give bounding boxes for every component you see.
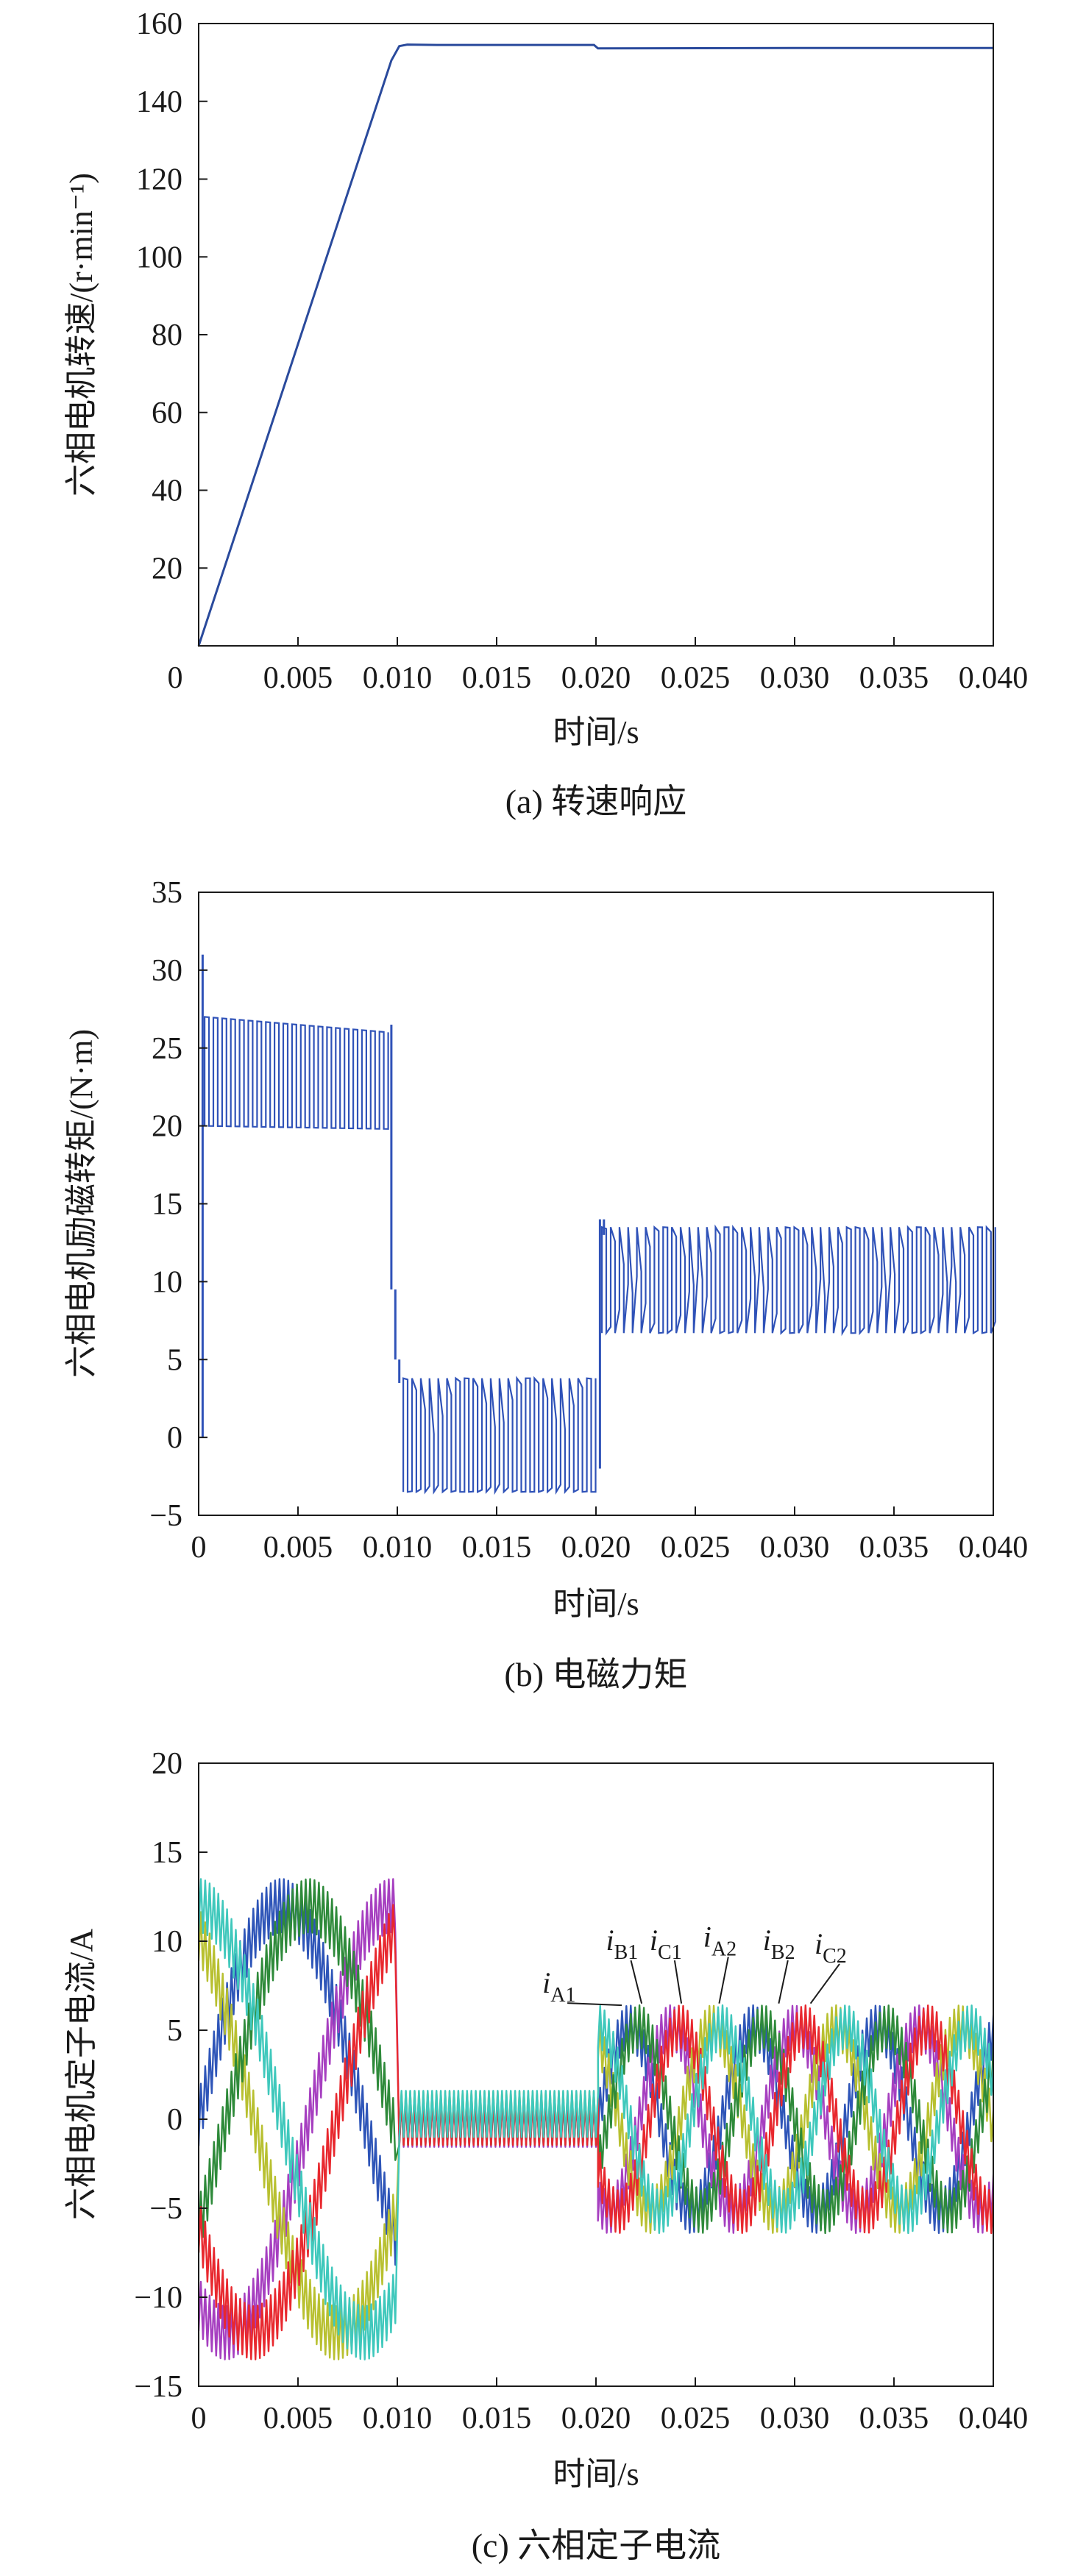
torque-y-tick-label: 25 bbox=[152, 1032, 182, 1066]
speed-y-tick-label: 120 bbox=[136, 163, 182, 197]
torque-series-band bbox=[402, 1376, 597, 1495]
current-x-tick-label: 0.005 bbox=[263, 2402, 333, 2436]
phase-label-leader bbox=[778, 1960, 789, 2004]
torque-y-tick-label: −5 bbox=[149, 1499, 182, 1533]
phase-label-B2: iB2 bbox=[763, 1924, 795, 1964]
torque-series-band bbox=[601, 1224, 996, 1337]
speed-y-tick-label: 60 bbox=[152, 396, 182, 430]
current-tick-marks bbox=[199, 1851, 895, 2386]
torque-y-axis-title: 六相电机励磁转矩/(N·m) bbox=[63, 1029, 99, 1378]
torque-x-tick-label: 0.030 bbox=[760, 1531, 830, 1565]
current-y-tick-label: 20 bbox=[152, 1747, 182, 1781]
speed-x-tick-label: 0.035 bbox=[859, 661, 929, 695]
torque-x-tick-label: 0 bbox=[191, 1531, 207, 1565]
torque-tick-marks bbox=[199, 969, 895, 1515]
speed-plot-frame bbox=[198, 23, 994, 647]
current-x-tick-label: 0.010 bbox=[363, 2402, 433, 2436]
current-y-axis-title: 六相电机定子电流/A bbox=[63, 1929, 99, 2220]
phase-label-leader bbox=[673, 1960, 683, 2004]
current-x-tick-label: 0.035 bbox=[859, 2402, 929, 2436]
phase-label-leader bbox=[630, 1960, 643, 2004]
speed-y-tick-label: 160 bbox=[136, 7, 182, 41]
phase-label-C1: iC1 bbox=[650, 1924, 682, 1964]
current-x-tick-labels: 0 0.005 0.010 0.015 0.020 0.025 0.030 0.035 0.04… bbox=[191, 2402, 1029, 2436]
speed-x-tick-label: 0.030 bbox=[760, 661, 830, 695]
torque-y-tick-label: 5 bbox=[167, 1343, 182, 1377]
speed-plot-area bbox=[197, 43, 993, 647]
torque-y-tick-label: 10 bbox=[152, 1265, 182, 1299]
torque-y-tick-label: 35 bbox=[152, 876, 182, 910]
torque-series-band bbox=[204, 1016, 389, 1130]
torque-x-tick-label: 0.040 bbox=[959, 1531, 1029, 1565]
current-x-axis-title: 时间/s bbox=[553, 2456, 639, 2492]
speed-y-tick-label: 40 bbox=[152, 474, 182, 508]
current-y-tick-label: −10 bbox=[134, 2281, 182, 2315]
current-y-tick-label: 10 bbox=[152, 1925, 182, 1959]
speed-panel: 0.005 0.010 0.015 0.020 0.025 0.030 0.035 0.040… bbox=[63, 7, 1028, 820]
current-x-tick-label: 0.040 bbox=[959, 2402, 1029, 2436]
torque-x-tick-labels: 0 0.005 0.010 0.015 0.020 0.025 0.030 0.035 0.04… bbox=[191, 1531, 1029, 1565]
speed-y-tick-labels: 20 40 60 80 100 120 140 160 bbox=[136, 7, 182, 586]
phase-label-B1: iB1 bbox=[606, 1924, 639, 1964]
speed-y-tick-label: 80 bbox=[152, 319, 182, 352]
current-x-tick-label: 0.015 bbox=[462, 2402, 532, 2436]
speed-x-tick-labels: 0.005 0.010 0.015 0.020 0.025 0.030 0.035 0.040 bbox=[263, 661, 1029, 695]
speed-x-tick-label: 0.025 bbox=[661, 661, 731, 695]
torque-y-tick-label: 20 bbox=[152, 1110, 182, 1144]
torque-y-tick-label: 30 bbox=[152, 954, 182, 988]
speed-x-origin-label: 0 bbox=[168, 661, 183, 695]
current-y-tick-labels: −15 −10 −5 0 5 10 15 20 bbox=[134, 1747, 182, 2404]
torque-plot-area bbox=[201, 954, 996, 1495]
torque-y-tick-labels: −5 0 5 10 15 20 25 30 35 bbox=[149, 876, 182, 1533]
speed-x-tick-label: 0.015 bbox=[462, 661, 532, 695]
speed-y-tick-label: 140 bbox=[136, 85, 182, 119]
current-y-tick-label: −5 bbox=[149, 2192, 182, 2226]
speed-series-line bbox=[197, 43, 993, 647]
torque-caption: (b) 电磁力矩 bbox=[504, 1656, 687, 1693]
torque-y-tick-label: 15 bbox=[152, 1188, 182, 1222]
speed-caption: (a) 转速响应 bbox=[505, 783, 687, 820]
current-caption: (c) 六相定子电流 bbox=[472, 2527, 721, 2564]
current-phase-annotations: iA1 iB1 iC1 iA2 iB2 iC2 bbox=[542, 1920, 847, 2007]
current-plot-area bbox=[199, 1878, 993, 2360]
current-x-tick-label: 0.020 bbox=[561, 2402, 631, 2436]
phase-label-leader bbox=[567, 2002, 622, 2007]
torque-x-tick-label: 0.020 bbox=[561, 1531, 631, 1565]
speed-y-tick-label: 100 bbox=[136, 241, 182, 274]
current-y-tick-label: 15 bbox=[152, 1836, 182, 1870]
phase-label-C2: iC2 bbox=[814, 1927, 847, 1968]
torque-x-tick-label: 0.015 bbox=[462, 1531, 532, 1565]
torque-x-tick-label: 0.005 bbox=[263, 1531, 333, 1565]
current-y-tick-label: −15 bbox=[134, 2370, 182, 2404]
current-series-group bbox=[199, 1878, 993, 2360]
speed-tick-marks bbox=[199, 100, 895, 646]
current-series-iC2 bbox=[199, 1878, 993, 2360]
speed-y-tick-label: 20 bbox=[152, 552, 182, 586]
speed-x-tick-label: 0.040 bbox=[959, 661, 1029, 695]
speed-x-tick-label: 0.010 bbox=[363, 661, 433, 695]
torque-x-tick-label: 0.025 bbox=[661, 1531, 731, 1565]
current-x-tick-label: 0.030 bbox=[760, 2402, 830, 2436]
current-x-tick-label: 0.025 bbox=[661, 2402, 731, 2436]
torque-x-tick-label: 0.035 bbox=[859, 1531, 929, 1565]
torque-x-axis-title: 时间/s bbox=[553, 1586, 639, 1622]
phase-label-A2: iA2 bbox=[703, 1920, 737, 1960]
current-x-tick-label: 0 bbox=[191, 2402, 207, 2436]
speed-x-tick-label: 0.005 bbox=[263, 661, 333, 695]
phase-label-A1: iA1 bbox=[542, 1966, 575, 2007]
phase-label-leader bbox=[809, 1963, 840, 2004]
speed-y-axis-title: 六相电机转速/(r·min⁻¹) bbox=[63, 173, 99, 497]
torque-panel: 0 0.005 0.010 0.015 0.020 0.025 0.030 0.035 0.04… bbox=[63, 876, 1028, 1693]
torque-x-tick-label: 0.010 bbox=[363, 1531, 433, 1565]
torque-y-tick-label: 0 bbox=[167, 1421, 182, 1455]
phase-label-leader bbox=[718, 1957, 729, 2004]
speed-x-tick-label: 0.020 bbox=[561, 661, 631, 695]
current-y-tick-label: 0 bbox=[167, 2103, 182, 2137]
speed-x-axis-title: 时间/s bbox=[553, 714, 639, 750]
current-panel: 0 0.005 0.010 0.015 0.020 0.025 0.030 0.035 0.04… bbox=[63, 1747, 1028, 2564]
current-y-tick-label: 5 bbox=[167, 2014, 182, 2048]
